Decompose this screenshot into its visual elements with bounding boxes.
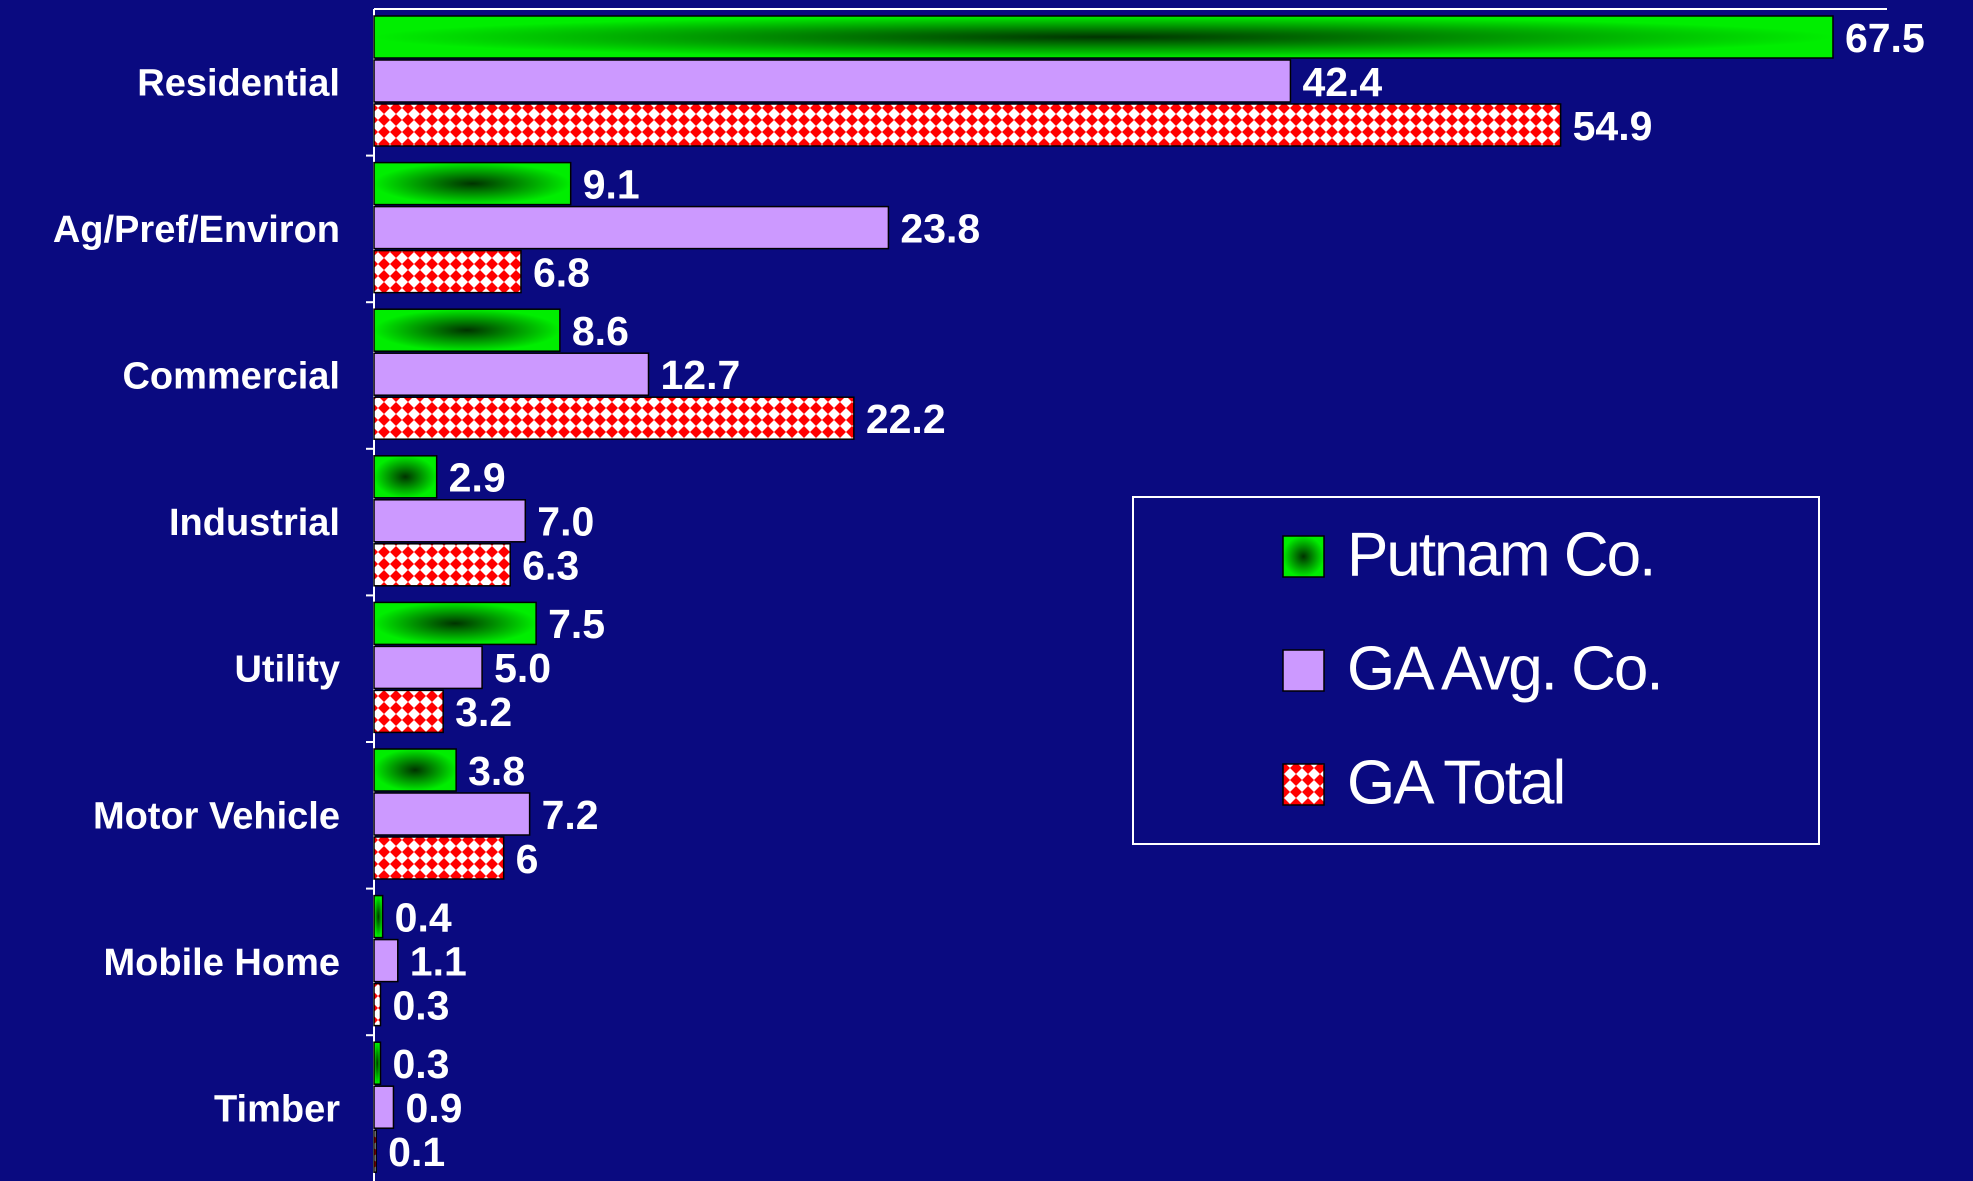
bar: [373, 1041, 382, 1085]
bar: [373, 792, 531, 836]
bar: [373, 161, 572, 206]
category-label: Timber: [214, 1089, 340, 1131]
value-label: 6: [516, 836, 539, 882]
bar: [373, 455, 438, 499]
value-label: 0.3: [392, 1041, 449, 1087]
bar: [373, 689, 444, 734]
value-label: 12.7: [661, 352, 741, 398]
category-label: Utility: [234, 649, 340, 691]
value-label: 8.6: [572, 308, 629, 354]
category-label: Industrial: [169, 502, 340, 544]
category-label: Motor Vehicle: [93, 795, 340, 837]
legend-label: Putnam Co.: [1347, 520, 1654, 589]
value-label: 7.5: [548, 601, 605, 647]
value-label: 0.9: [405, 1085, 462, 1131]
bar: [373, 982, 382, 1027]
bar: [373, 601, 537, 646]
legend-label: GA Total: [1347, 748, 1564, 817]
legend-swatch: [1282, 649, 1325, 692]
bar: [373, 499, 527, 543]
value-label: 54.9: [1573, 103, 1653, 149]
bar: [373, 894, 384, 939]
bar: [373, 249, 522, 294]
bar: [373, 645, 483, 690]
bar: [373, 396, 855, 440]
bar: [373, 59, 1292, 103]
bar: [373, 15, 1834, 59]
value-label: 3.8: [468, 748, 525, 794]
value-label: 0.1: [388, 1129, 445, 1175]
value-label: 0.3: [392, 982, 449, 1028]
value-label: 6.8: [533, 249, 590, 295]
value-label: 2.9: [449, 455, 506, 501]
value-label: 1.1: [410, 938, 467, 984]
value-label: 9.1: [583, 161, 640, 207]
bar: [373, 543, 511, 587]
bar: [373, 308, 561, 352]
value-label: 3.2: [455, 689, 512, 735]
bar: [373, 103, 1562, 147]
bar: [373, 748, 457, 792]
bar: [373, 352, 650, 396]
value-label: 7.2: [542, 792, 599, 838]
legend-swatch: [1282, 535, 1325, 578]
value-label: 6.3: [522, 543, 579, 589]
category-label: Ag/Pref/Environ: [53, 209, 340, 251]
category-label: Commercial: [122, 356, 340, 398]
legend-swatch: [1282, 763, 1325, 806]
legend-label: GA Avg. Co.: [1347, 634, 1662, 703]
legend-box: [1132, 496, 1820, 845]
category-label: Mobile Home: [104, 942, 340, 984]
bar: [373, 836, 505, 880]
value-label: 42.4: [1302, 59, 1382, 105]
bar: [373, 205, 890, 250]
value-label: 23.8: [900, 205, 980, 251]
bar: [373, 1129, 377, 1173]
value-label: 0.4: [395, 894, 452, 940]
value-label: 7.0: [537, 499, 594, 545]
bar: [373, 1085, 395, 1129]
value-label: 22.2: [866, 396, 946, 442]
value-label: 67.5: [1845, 15, 1925, 61]
value-label: 5.0: [494, 645, 551, 691]
category-label: Residential: [137, 62, 340, 104]
bar: [373, 938, 399, 983]
